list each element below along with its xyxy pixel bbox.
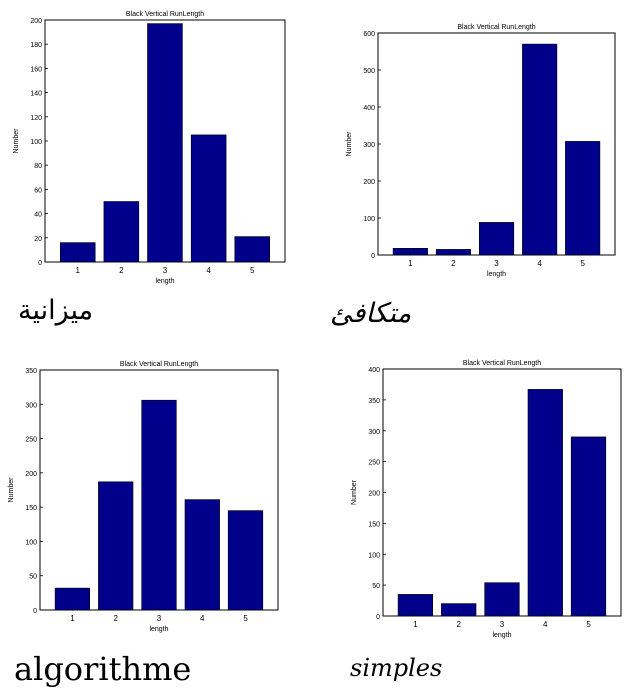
y-tick-label: 500 [363, 68, 375, 75]
y-tick-label: 100 [368, 552, 380, 559]
y-tick-label: 600 [363, 31, 375, 38]
bar [190, 134, 227, 263]
word-caption-latin-1: algorithme [14, 650, 192, 688]
y-tick-label: 50 [29, 574, 37, 581]
y-tick-label: 140 [30, 91, 42, 98]
y-tick-label: 100 [25, 539, 37, 546]
y-tick-label: 160 [30, 66, 42, 73]
word-caption-arabic-1: ميزانية [18, 295, 94, 326]
x-tick-label: 2 [451, 259, 456, 268]
x-tick-label: 5 [580, 259, 585, 268]
bar [522, 43, 558, 256]
y-tick-label: 200 [368, 491, 380, 498]
y-tick-label: 40 [34, 212, 42, 219]
y-axis-label: Number [8, 477, 15, 503]
chart-title: Black Vertical RunLength [126, 11, 204, 18]
bar [478, 222, 515, 256]
y-tick-label: 400 [368, 367, 380, 374]
x-tick-label: 5 [243, 614, 248, 623]
bar [397, 594, 434, 617]
word-caption-arabic-2: متكافئ [330, 298, 412, 329]
y-tick-label: 150 [368, 521, 380, 528]
y-tick-label: 20 [34, 236, 42, 243]
x-tick-label: 4 [200, 614, 205, 623]
y-tick-label: 100 [363, 216, 375, 223]
word-caption-latin-2: simples [350, 654, 443, 682]
bar [103, 201, 140, 263]
bar [98, 481, 134, 611]
y-tick-label: 350 [368, 398, 380, 405]
y-tick-label: 100 [30, 139, 42, 146]
y-tick-label: 180 [30, 42, 42, 49]
y-tick-label: 350 [25, 368, 37, 375]
x-tick-label: 2 [114, 614, 119, 623]
x-tick-label: 4 [543, 620, 548, 629]
bar [484, 582, 520, 617]
x-tick-label: 1 [70, 614, 75, 623]
x-tick-label: 5 [586, 620, 591, 629]
y-tick-label: 60 [34, 187, 42, 194]
y-axis-label: Number [13, 128, 20, 154]
x-tick-label: 3 [500, 620, 505, 629]
y-tick-label: 300 [368, 429, 380, 436]
y-tick-label: 250 [368, 460, 380, 467]
x-tick-label: 1 [413, 620, 418, 629]
y-tick-label: 0 [38, 260, 42, 267]
chart-title: Black Vertical RunLength [120, 361, 198, 368]
y-tick-label: 400 [363, 105, 375, 112]
x-tick-label: 2 [119, 266, 124, 275]
bar [570, 436, 607, 617]
bar [527, 389, 563, 617]
bar [184, 499, 220, 611]
y-tick-label: 250 [25, 437, 37, 444]
x-axis-label: length [492, 632, 511, 639]
chart-title: Black Vertical RunLength [463, 360, 541, 367]
y-tick-label: 0 [33, 608, 37, 615]
y-tick-label: 150 [25, 505, 37, 512]
bar [234, 236, 271, 263]
y-tick-label: 300 [25, 402, 37, 409]
x-tick-label: 2 [457, 620, 462, 629]
x-tick-label: 5 [250, 266, 255, 275]
bar [147, 23, 183, 263]
x-tick-label: 4 [537, 259, 542, 268]
y-tick-label: 120 [30, 115, 42, 122]
y-tick-label: 200 [363, 179, 375, 186]
bar [565, 141, 601, 256]
y-axis-label: Number [351, 479, 358, 505]
x-tick-label: 3 [157, 614, 162, 623]
bar [227, 510, 264, 611]
x-axis-label: length [487, 271, 506, 278]
x-tick-label: 1 [76, 266, 81, 275]
x-tick-label: 1 [408, 259, 413, 268]
x-tick-label: 4 [206, 266, 211, 275]
y-tick-label: 300 [363, 142, 375, 149]
y-tick-label: 50 [372, 583, 380, 590]
y-tick-label: 80 [34, 163, 42, 170]
y-tick-label: 0 [371, 253, 375, 260]
y-axis-label: Number [346, 131, 353, 157]
y-tick-label: 0 [376, 614, 380, 621]
x-tick-label: 3 [163, 266, 168, 275]
y-tick-label: 200 [25, 471, 37, 478]
x-axis-label: length [149, 626, 168, 633]
y-tick-label: 200 [30, 18, 42, 25]
x-tick-label: 3 [494, 259, 499, 268]
x-axis-label: length [155, 278, 174, 285]
chart-title: Black Vertical RunLength [457, 24, 535, 31]
